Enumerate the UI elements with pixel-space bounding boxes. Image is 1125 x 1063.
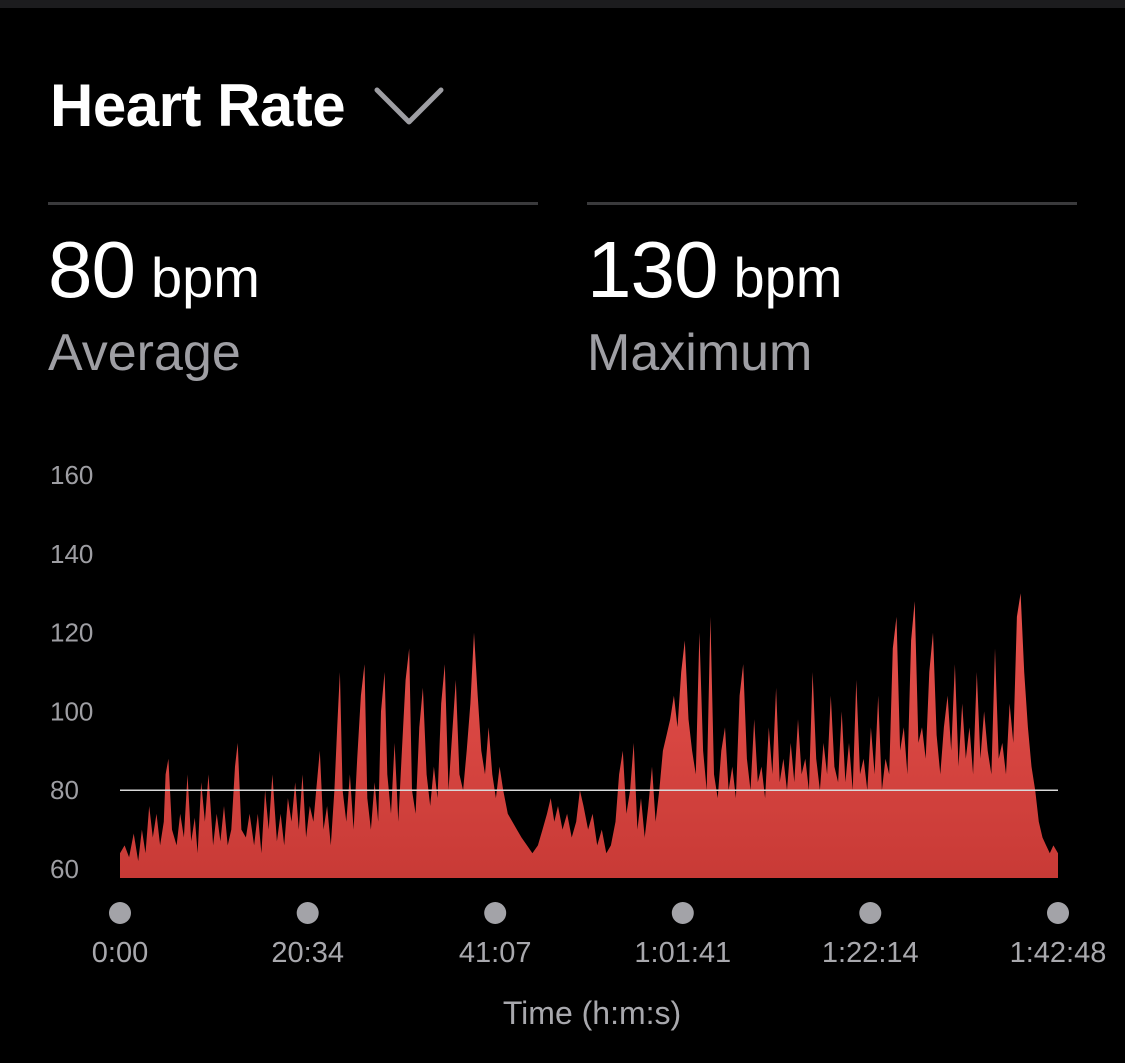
maximum-stat: 130 bpm Maximum [587,202,1077,383]
x-tick-label: 1:22:14 [822,937,919,969]
y-tick-label: 80 [50,775,79,805]
average-stat: 80 bpm Average [48,202,538,383]
maximum-label: Maximum [587,324,813,382]
x-tick-label: 41:07 [459,937,532,969]
y-tick-label: 60 [50,854,79,884]
y-tick-label: 140 [50,539,93,569]
chevron-down-icon[interactable] [373,84,445,128]
x-tick-label: 1:42:48 [1010,937,1107,969]
maximum-value: 130 [587,225,718,314]
x-tick-marker[interactable] [484,902,507,924]
average-label: Average [48,324,241,382]
x-tick-label: 0:00 [92,937,148,969]
x-tick-label: 1:01:41 [634,937,731,969]
maximum-unit: bpm [733,246,843,309]
x-tick-marker[interactable] [109,902,131,924]
x-tick-marker[interactable] [296,902,319,924]
y-tick-label: 120 [50,618,93,648]
heart-rate-area [120,593,1058,878]
y-tick-label: 160 [50,460,93,490]
y-tick-label: 100 [50,696,93,726]
heart-rate-chart[interactable]: 160 140 120 100 80 60 0:00 20:34 41:07 1:01:41 1:… [0,440,1125,1060]
x-tick-marker[interactable] [859,902,882,924]
average-value: 80 [48,225,136,314]
divider [48,202,538,205]
x-tick-label: 20:34 [271,937,344,969]
average-unit: bpm [150,246,260,309]
x-tick-marker[interactable] [1047,902,1069,924]
page-title: Heart Rate [50,72,346,139]
x-axis-label: Time (h:m:s) [503,995,681,1031]
top-divider [0,0,1125,8]
x-tick-marker[interactable] [671,902,694,924]
metric-selector[interactable]: Heart Rate [50,70,445,142]
divider [587,202,1077,205]
